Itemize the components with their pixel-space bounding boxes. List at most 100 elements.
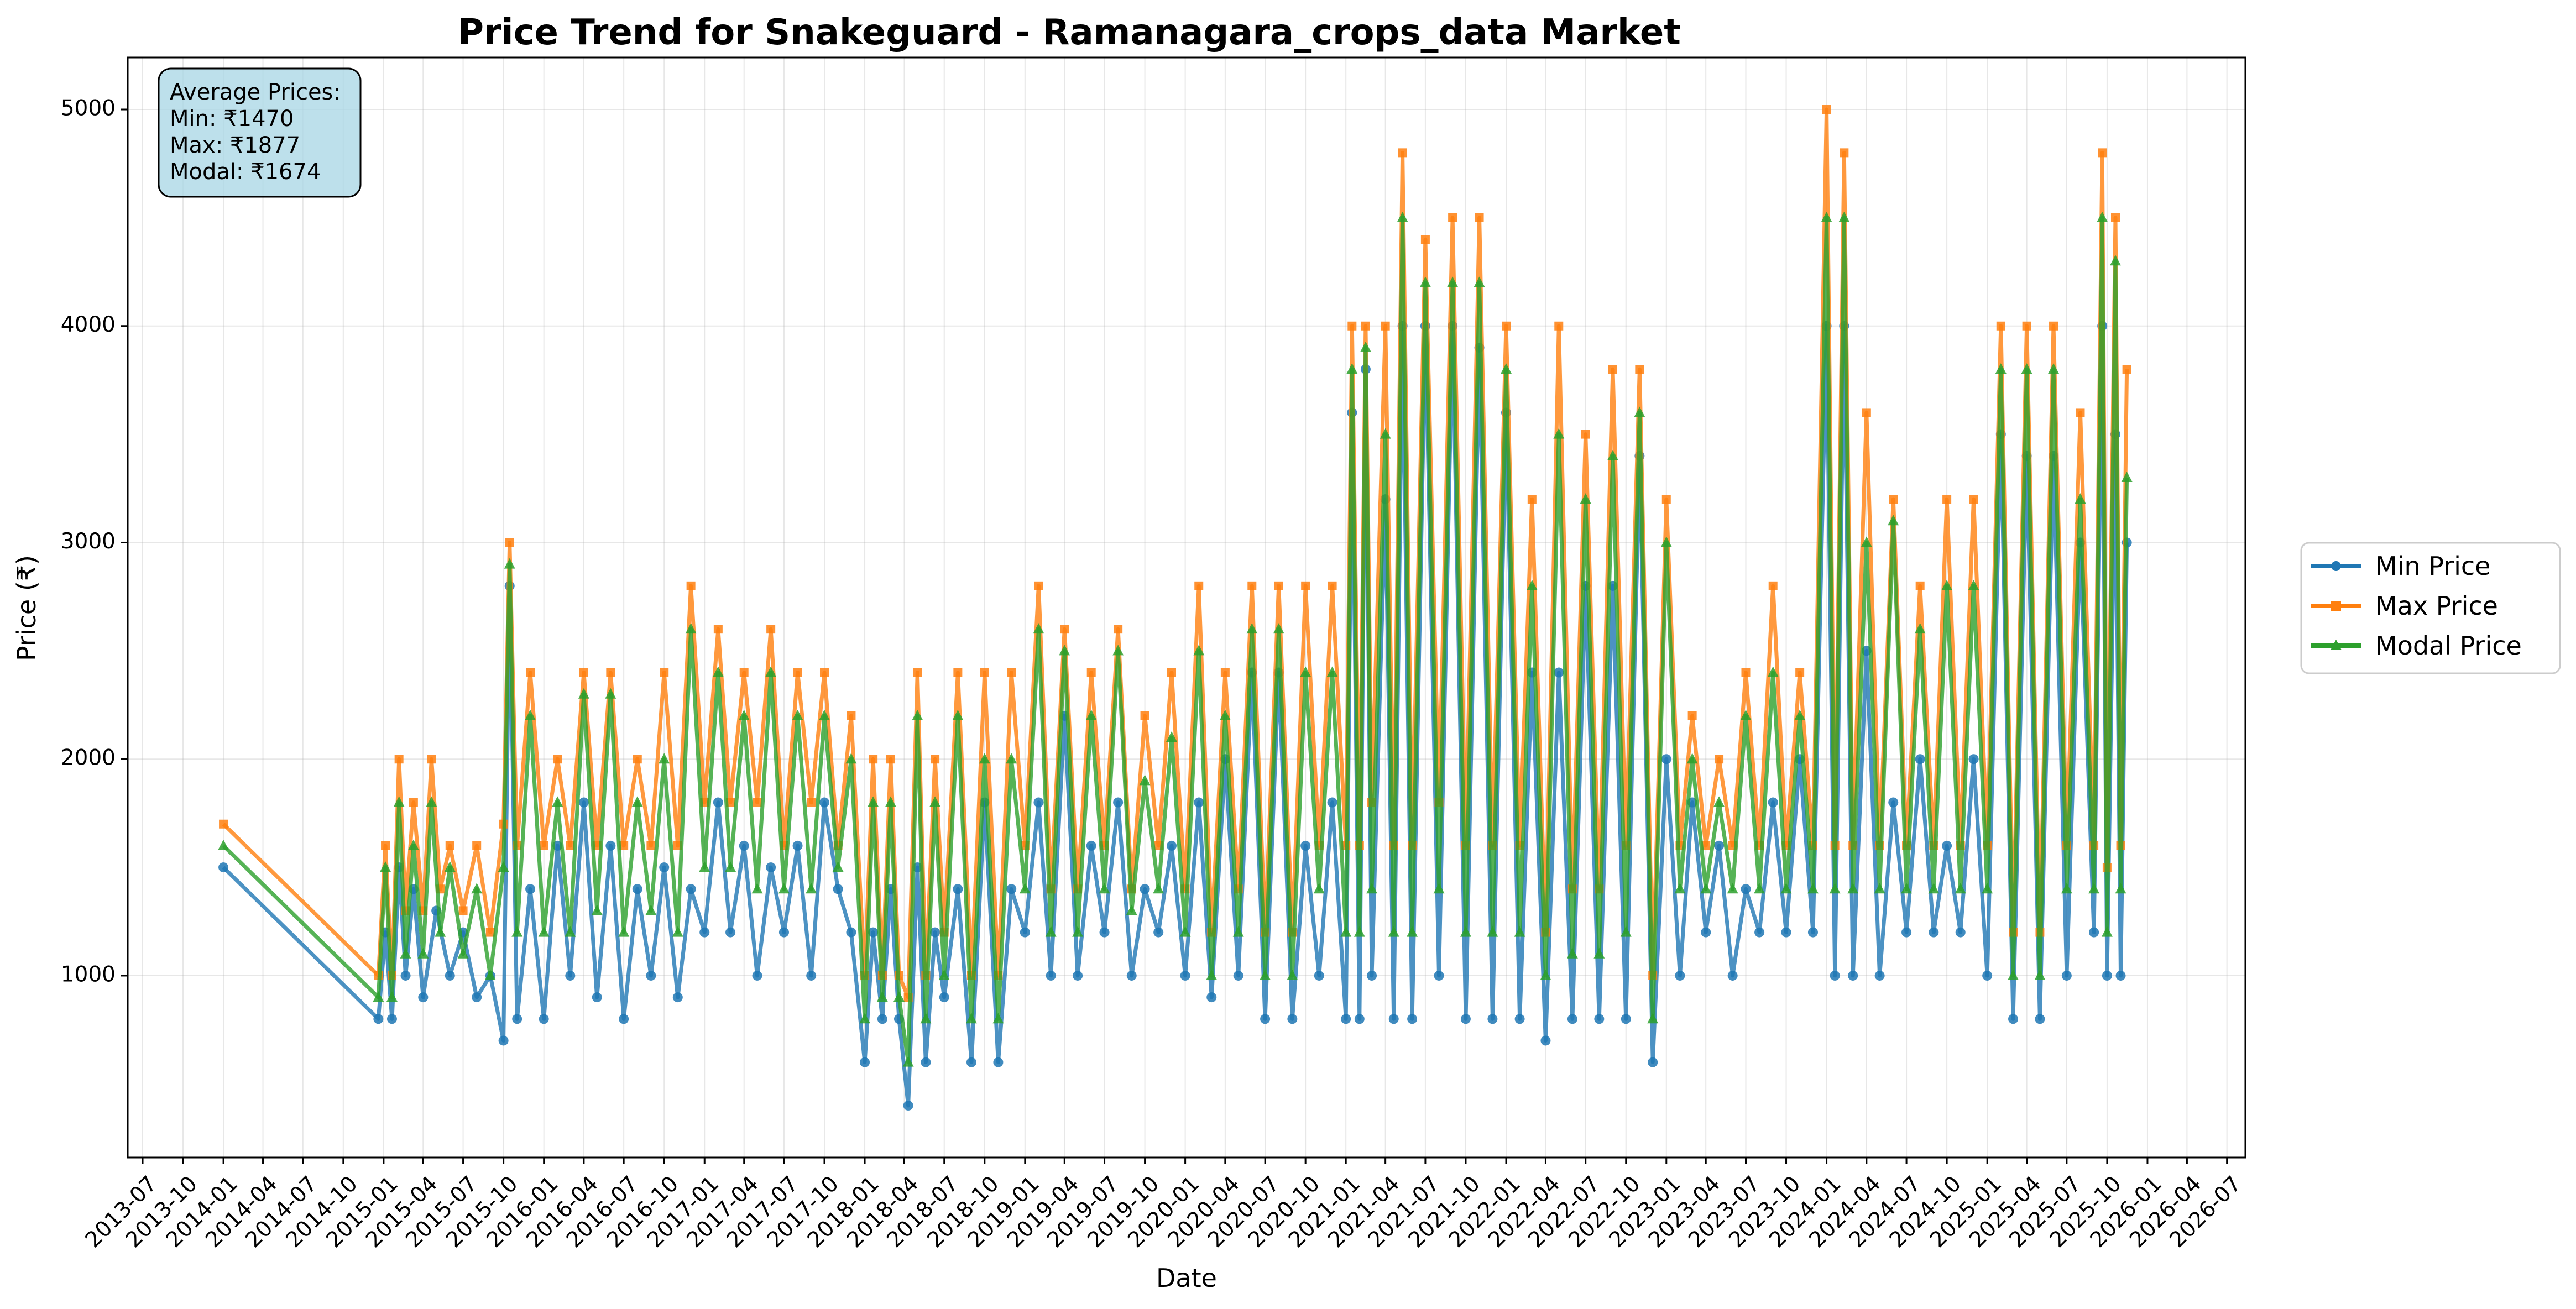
legend-marker-max (2331, 601, 2341, 611)
data-point (1553, 428, 1565, 439)
data-point (1635, 365, 1644, 374)
data-point (685, 623, 697, 634)
data-point (2076, 408, 2085, 417)
data-point (660, 668, 669, 677)
data-point (1840, 148, 1849, 158)
data-point (2049, 321, 2058, 331)
data-point (1341, 1014, 1351, 1024)
data-point (605, 688, 616, 699)
data-point (1167, 840, 1177, 851)
data-point (1942, 495, 1952, 504)
data-point (606, 668, 615, 677)
plot-frame (127, 56, 2246, 1159)
legend-item-min: Min Price (2311, 551, 2490, 581)
data-point (1006, 884, 1017, 894)
data-point (1700, 883, 1712, 894)
data-point (458, 906, 468, 915)
data-point (1060, 625, 1069, 634)
data-point (1380, 428, 1391, 439)
data-point (2034, 969, 2046, 980)
data-point (1928, 883, 1940, 894)
stats-heading: Average Prices: (170, 80, 341, 105)
data-point (1727, 883, 1738, 894)
data-point (1113, 797, 1124, 808)
data-point (2048, 363, 2060, 374)
data-point (1126, 970, 1137, 981)
legend-label-min: Min Price (2375, 551, 2490, 581)
data-point (1754, 927, 1765, 938)
data-point (400, 947, 411, 959)
data-point (1046, 970, 1056, 981)
data-point (1821, 211, 1832, 222)
data-point (1714, 840, 1725, 851)
data-point (1686, 753, 1698, 764)
data-point (1388, 926, 1399, 937)
data-point (1448, 213, 1457, 222)
data-point (846, 927, 856, 938)
data-point (1346, 363, 1358, 374)
data-point (511, 926, 523, 937)
data-point (1126, 904, 1137, 915)
y-tick-label: 4000 (61, 312, 116, 337)
data-point (498, 1035, 509, 1046)
y-axis-ticks: 1000 2000 3000 4000 5000 (61, 96, 128, 987)
data-point (1968, 754, 1979, 765)
data-point (1460, 926, 1471, 937)
data-point (427, 755, 436, 764)
data-point (847, 711, 856, 720)
data-point (445, 970, 455, 981)
data-point (472, 841, 482, 850)
data-point (380, 861, 391, 872)
data-point (1661, 754, 1671, 765)
data-point (409, 798, 418, 807)
data-point (1862, 408, 1871, 417)
data-point (766, 625, 776, 634)
y-tick-label: 1000 (61, 962, 116, 987)
data-point (1326, 666, 1338, 677)
data-point (806, 883, 817, 894)
data-point (885, 796, 896, 807)
data-point (1367, 970, 1377, 981)
data-point (2061, 883, 2072, 894)
data-point (1033, 797, 1044, 808)
data-point (1072, 926, 1084, 937)
data-point (1848, 970, 1858, 981)
data-point (1140, 711, 1149, 720)
data-point (1006, 753, 1017, 764)
data-point (504, 558, 515, 569)
data-point (219, 819, 228, 829)
data-point (426, 796, 437, 807)
data-point (1554, 321, 1564, 331)
data-point (1381, 321, 1390, 331)
data-point (807, 798, 816, 807)
data-point (966, 1057, 976, 1067)
data-point (1822, 105, 1831, 114)
data-point (886, 755, 895, 764)
data-point (1300, 666, 1311, 677)
data-point (1888, 515, 1899, 526)
data-point (1901, 883, 1913, 894)
y-axis-label: Price (₹) (12, 555, 41, 661)
data-point (526, 668, 535, 677)
data-point (218, 839, 229, 850)
data-point (1398, 148, 1407, 158)
data-point (1487, 1014, 1498, 1024)
data-point (1086, 840, 1096, 851)
data-point (579, 668, 588, 677)
data-point (893, 991, 905, 1002)
data-point (1861, 536, 1872, 547)
data-point (921, 1057, 931, 1067)
data-point (739, 668, 749, 677)
data-point (1593, 947, 1605, 959)
data-point (1889, 495, 1898, 504)
data-point (1501, 321, 1511, 331)
legend-marker-modal (2331, 640, 2342, 650)
data-point (2102, 970, 2112, 981)
data-point (699, 861, 710, 872)
data-point (1741, 668, 1751, 677)
data-point (713, 625, 723, 634)
data-point (592, 992, 602, 1003)
data-point (912, 709, 923, 720)
data-point (1179, 926, 1191, 937)
data-point (445, 841, 454, 850)
